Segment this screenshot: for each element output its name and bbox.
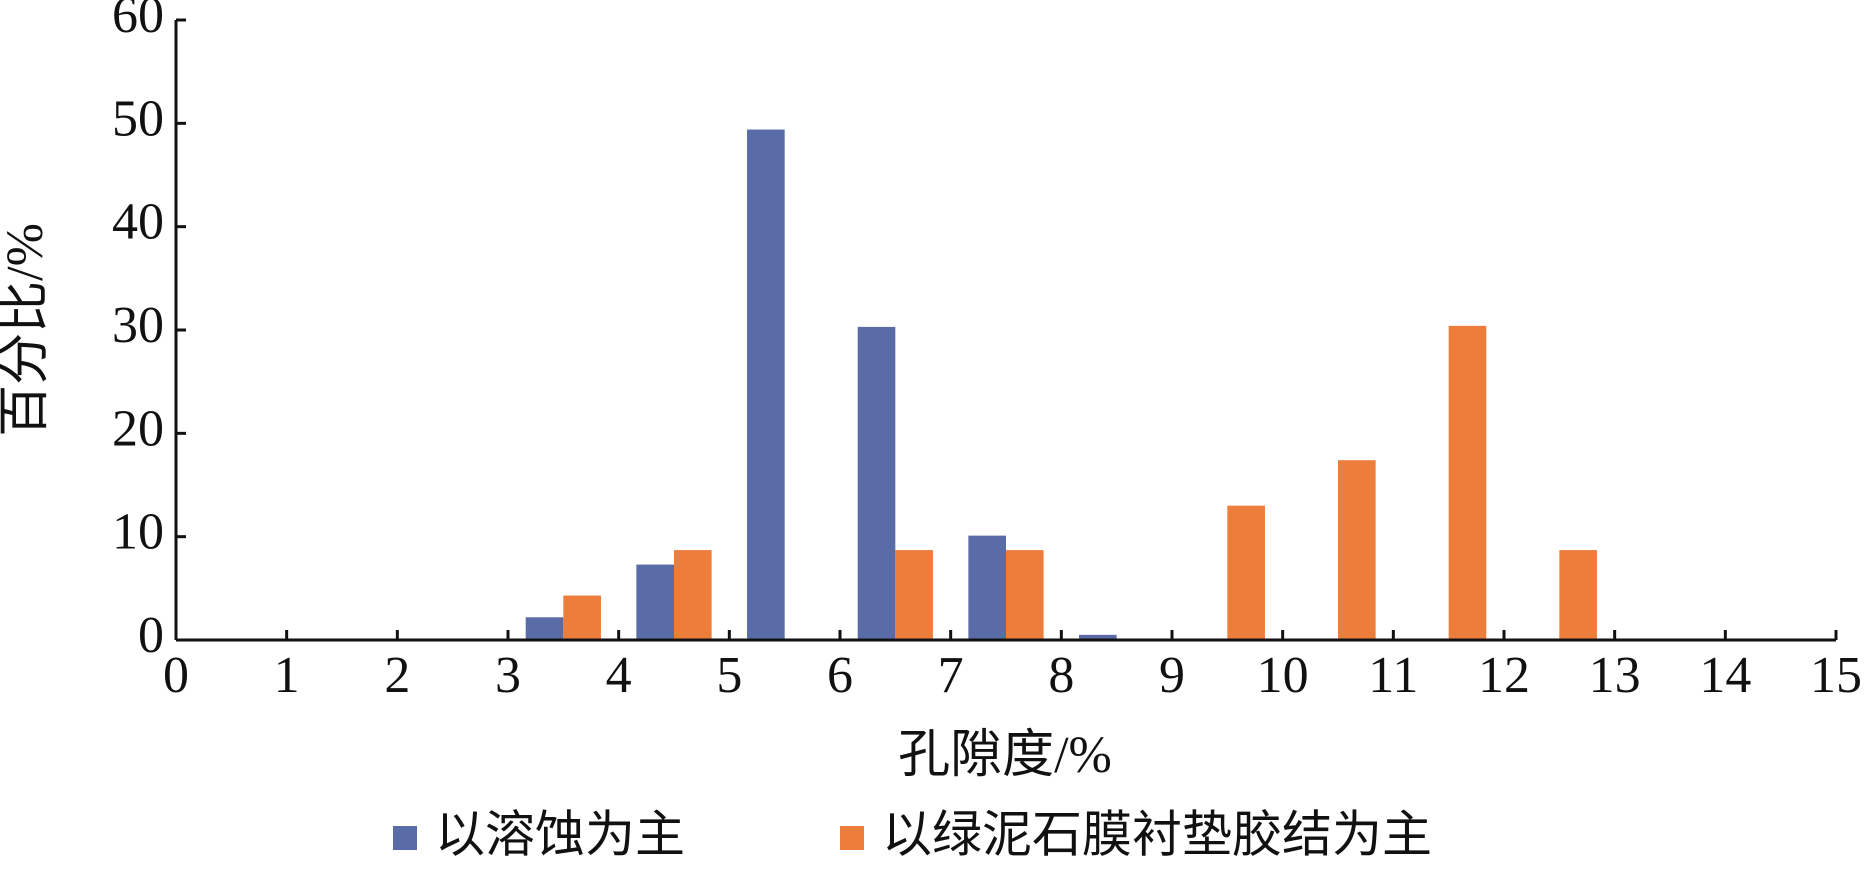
x-tick-label: 15 — [1810, 647, 1862, 704]
x-tick-label: 1 — [274, 647, 300, 704]
legend-swatch — [840, 826, 864, 850]
x-tick-label: 13 — [1589, 647, 1641, 704]
bar — [857, 326, 896, 640]
bar — [1006, 550, 1044, 640]
bar — [1338, 460, 1376, 640]
y-tick-label: 60 — [112, 0, 164, 44]
x-tick-label: 11 — [1368, 647, 1418, 704]
bar — [895, 550, 933, 640]
y-tick-label: 0 — [138, 607, 164, 664]
x-tick-label: 2 — [384, 647, 410, 704]
y-axis-title: 百分比/% — [0, 223, 54, 437]
bar — [968, 535, 1006, 640]
legend-label: 以绿泥石膜衬垫胶结为主 — [882, 806, 1432, 862]
bar — [1448, 325, 1487, 640]
x-tick-label: 0 — [163, 647, 189, 704]
x-tick-label: 4 — [606, 647, 632, 704]
y-tick-label: 20 — [112, 400, 164, 457]
bar — [674, 550, 712, 640]
bar — [636, 564, 674, 640]
x-tick-label: 7 — [938, 647, 964, 704]
x-tick-label: 5 — [716, 647, 742, 704]
bar — [1227, 505, 1265, 640]
y-tick-label: 50 — [112, 90, 164, 147]
bar — [1079, 634, 1117, 640]
y-tick-label: 10 — [112, 504, 164, 561]
x-tick-label: 12 — [1478, 647, 1530, 704]
x-tick-label: 9 — [1159, 647, 1185, 704]
bar — [525, 617, 564, 640]
bar — [1559, 550, 1597, 640]
x-tick-label: 10 — [1257, 647, 1309, 704]
legend-swatch — [393, 826, 417, 850]
bar — [747, 129, 785, 641]
x-tick-label: 14 — [1699, 647, 1751, 704]
x-tick-label: 6 — [827, 647, 853, 704]
y-tick-label: 40 — [112, 194, 164, 251]
x-tick-label: 8 — [1048, 647, 1074, 704]
x-tick-label: 3 — [495, 647, 521, 704]
bar — [563, 595, 601, 640]
y-tick-label: 30 — [112, 297, 164, 354]
legend-label: 以溶蚀为主 — [435, 806, 685, 862]
x-axis-title: 孔隙度/% — [898, 727, 1112, 784]
